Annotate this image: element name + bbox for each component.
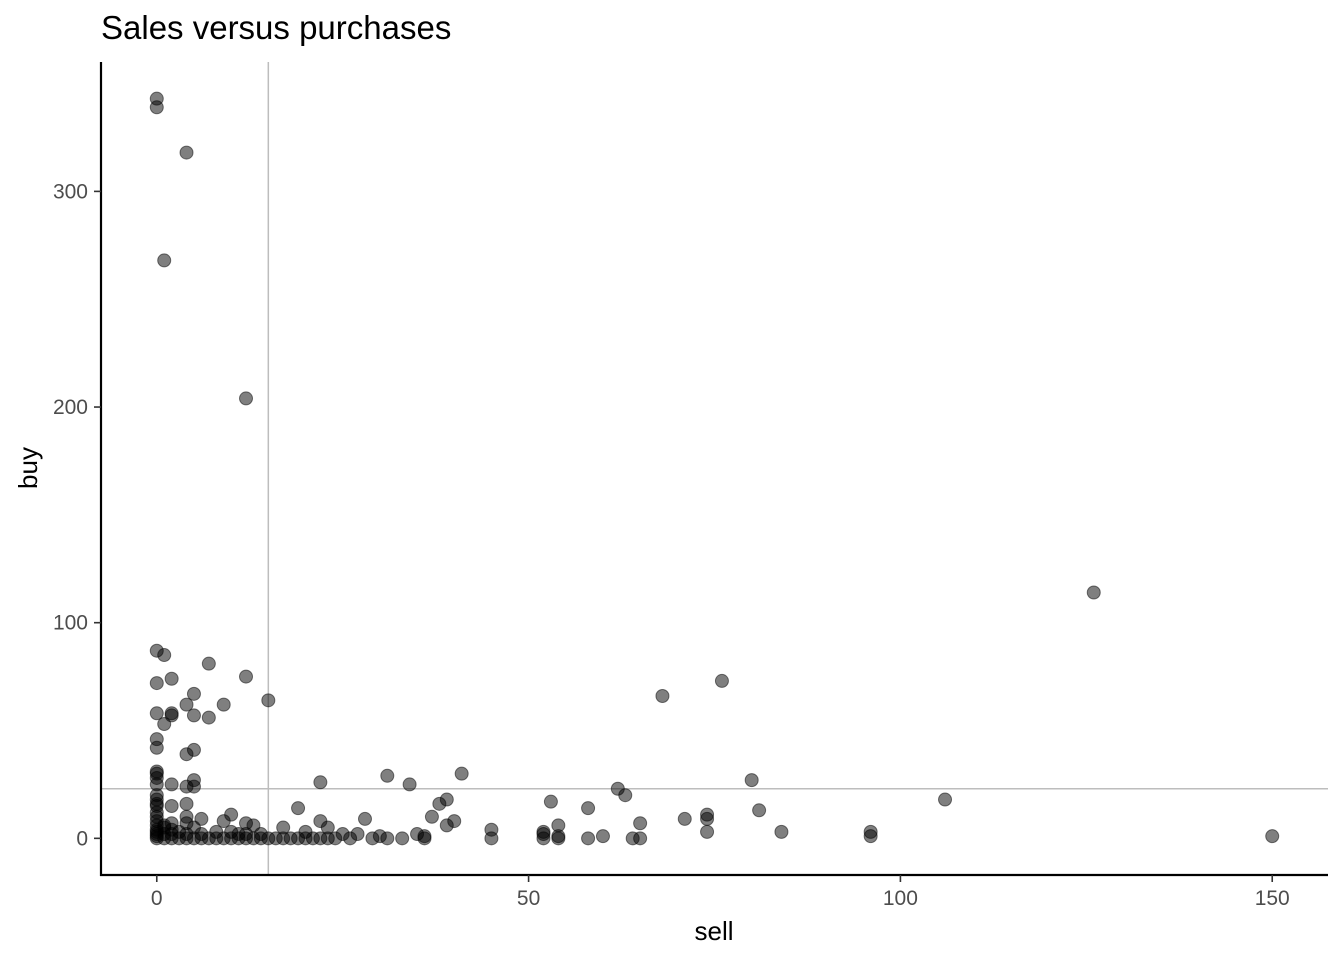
data-point (774, 824, 789, 839)
data-point (157, 253, 172, 268)
data-point (700, 824, 715, 839)
x-axis-label: sell (694, 916, 733, 946)
data-point (149, 740, 164, 755)
y-tick-label: 200 (53, 396, 88, 419)
data-point (157, 648, 172, 663)
data-point (357, 811, 372, 826)
data-point (484, 831, 499, 846)
data-point (417, 831, 432, 846)
y-tick-label: 300 (53, 180, 88, 203)
data-point (543, 794, 558, 809)
data-point (700, 811, 715, 826)
data-point (863, 829, 878, 844)
x-tick-label: 100 (883, 887, 918, 910)
data-point (677, 811, 692, 826)
data-point (157, 717, 172, 732)
data-point (395, 831, 410, 846)
x-tick-label: 50 (517, 887, 540, 910)
data-point (328, 831, 343, 846)
data-point (439, 818, 454, 833)
data-point (201, 656, 216, 671)
data-point (216, 814, 231, 829)
data-point (291, 801, 306, 816)
data-point (424, 809, 439, 824)
y-tick-label: 100 (53, 612, 88, 635)
data-point (179, 796, 194, 811)
data-point (164, 671, 179, 686)
data-point (633, 816, 648, 831)
y-axis-ticks: 0 100 200 300 (53, 180, 101, 850)
data-point (618, 788, 633, 803)
data-point (581, 801, 596, 816)
data-point (179, 145, 194, 160)
data-point (1086, 585, 1101, 600)
data-point (164, 798, 179, 813)
data-point (454, 766, 469, 781)
data-point (201, 710, 216, 725)
data-point (149, 706, 164, 721)
data-point (655, 689, 670, 704)
data-point (365, 831, 380, 846)
data-point (380, 768, 395, 783)
data-point (149, 100, 164, 115)
data-point (581, 831, 596, 846)
data-point (179, 697, 194, 712)
data-point (536, 831, 551, 846)
data-point (380, 831, 395, 846)
data-point (261, 693, 276, 708)
data-point (432, 796, 447, 811)
data-point (714, 673, 729, 688)
y-axis-label: buy (13, 447, 43, 489)
data-point (149, 676, 164, 691)
data-point (744, 773, 759, 788)
data-point (164, 777, 179, 792)
data-point (1265, 829, 1280, 844)
data-point (633, 831, 648, 846)
x-tick-label: 0 (151, 887, 163, 910)
data-points (149, 91, 1280, 846)
data-point (239, 669, 254, 684)
chart-title: Sales versus purchases (101, 9, 451, 46)
data-point (239, 391, 254, 406)
data-point (186, 686, 201, 701)
data-point (186, 708, 201, 723)
data-point (752, 803, 767, 818)
reference-lines (101, 62, 1328, 875)
data-point (216, 697, 231, 712)
data-point (186, 779, 201, 794)
y-tick-label: 0 (76, 827, 88, 850)
data-point (938, 792, 953, 807)
data-point (313, 775, 328, 790)
data-point (343, 831, 358, 846)
data-point (551, 831, 566, 846)
data-point (595, 829, 610, 844)
data-point (179, 747, 194, 762)
data-point (402, 777, 417, 792)
x-axis-ticks: 0 50 100 150 (151, 875, 1290, 910)
x-tick-label: 150 (1255, 887, 1290, 910)
